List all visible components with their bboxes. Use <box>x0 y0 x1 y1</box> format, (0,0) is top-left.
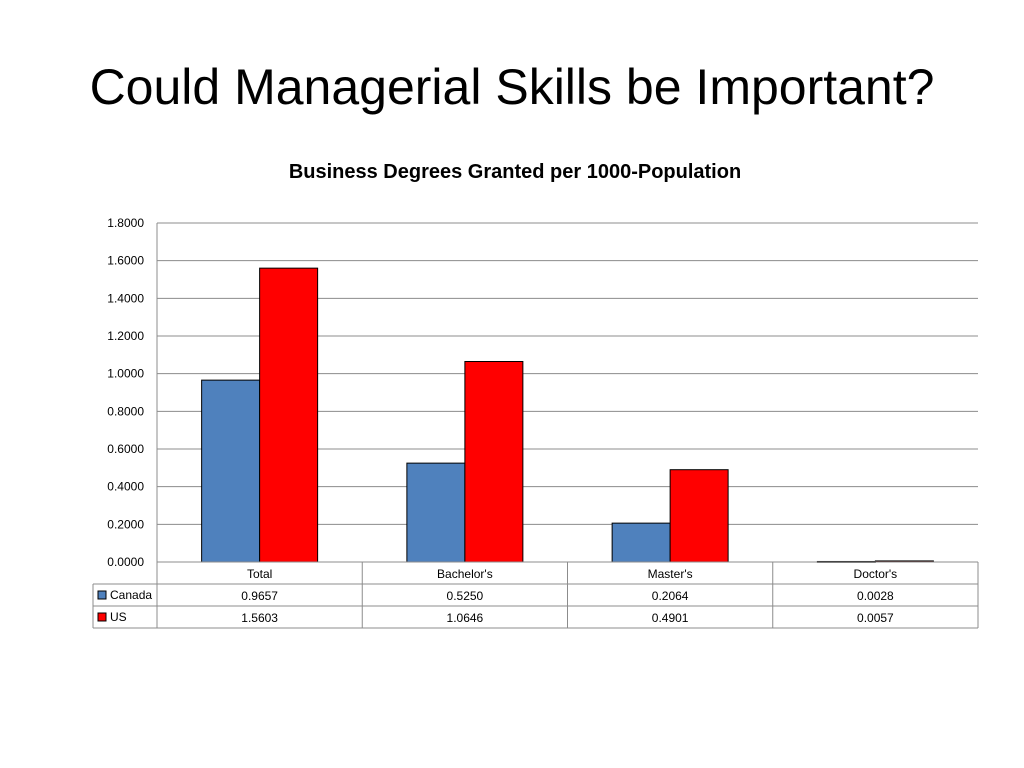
bar-us-1 <box>464 361 524 563</box>
y-tick-label: 0.6000 <box>107 442 144 456</box>
bar-canada-2 <box>611 522 671 563</box>
y-tick-label: 0.8000 <box>107 404 144 418</box>
bar-us-2 <box>669 469 729 563</box>
x-category-label: Master's <box>648 567 693 581</box>
data-label: 0.4901 <box>652 611 689 625</box>
legend-label: US <box>110 610 127 624</box>
y-tick-label: 1.8000 <box>107 216 144 230</box>
data-label: 0.5250 <box>447 589 484 603</box>
chart-title: Business Degrees Granted per 1000-Popula… <box>289 161 741 183</box>
data-label: 1.5603 <box>241 611 278 625</box>
bar-canada-0 <box>201 379 261 563</box>
y-tick-label: 0.0000 <box>107 555 144 569</box>
legend-key-us <box>97 612 107 622</box>
y-tick-label: 1.2000 <box>107 329 144 343</box>
y-tick-label: 1.6000 <box>107 254 144 268</box>
slide-title: Could Managerial Skills be Important? <box>89 59 935 115</box>
y-tick-label: 1.0000 <box>107 367 144 381</box>
x-category-label: Total <box>247 567 272 581</box>
x-category-label: Bachelor's <box>437 567 493 581</box>
data-label: 0.9657 <box>241 589 278 603</box>
bar-canada-1 <box>406 462 466 563</box>
data-label: 0.0057 <box>857 611 894 625</box>
y-tick-label: 0.2000 <box>107 517 144 531</box>
data-label: 1.0646 <box>447 611 484 625</box>
x-category-label: Doctor's <box>854 567 898 581</box>
y-tick-label: 0.4000 <box>107 480 144 494</box>
bar-us-0 <box>259 267 319 563</box>
legend-key-canada <box>97 590 107 600</box>
y-tick-label: 1.4000 <box>107 291 144 305</box>
data-label: 0.2064 <box>652 589 689 603</box>
data-label: 0.0028 <box>857 589 894 603</box>
legend-label: Canada <box>110 588 152 602</box>
